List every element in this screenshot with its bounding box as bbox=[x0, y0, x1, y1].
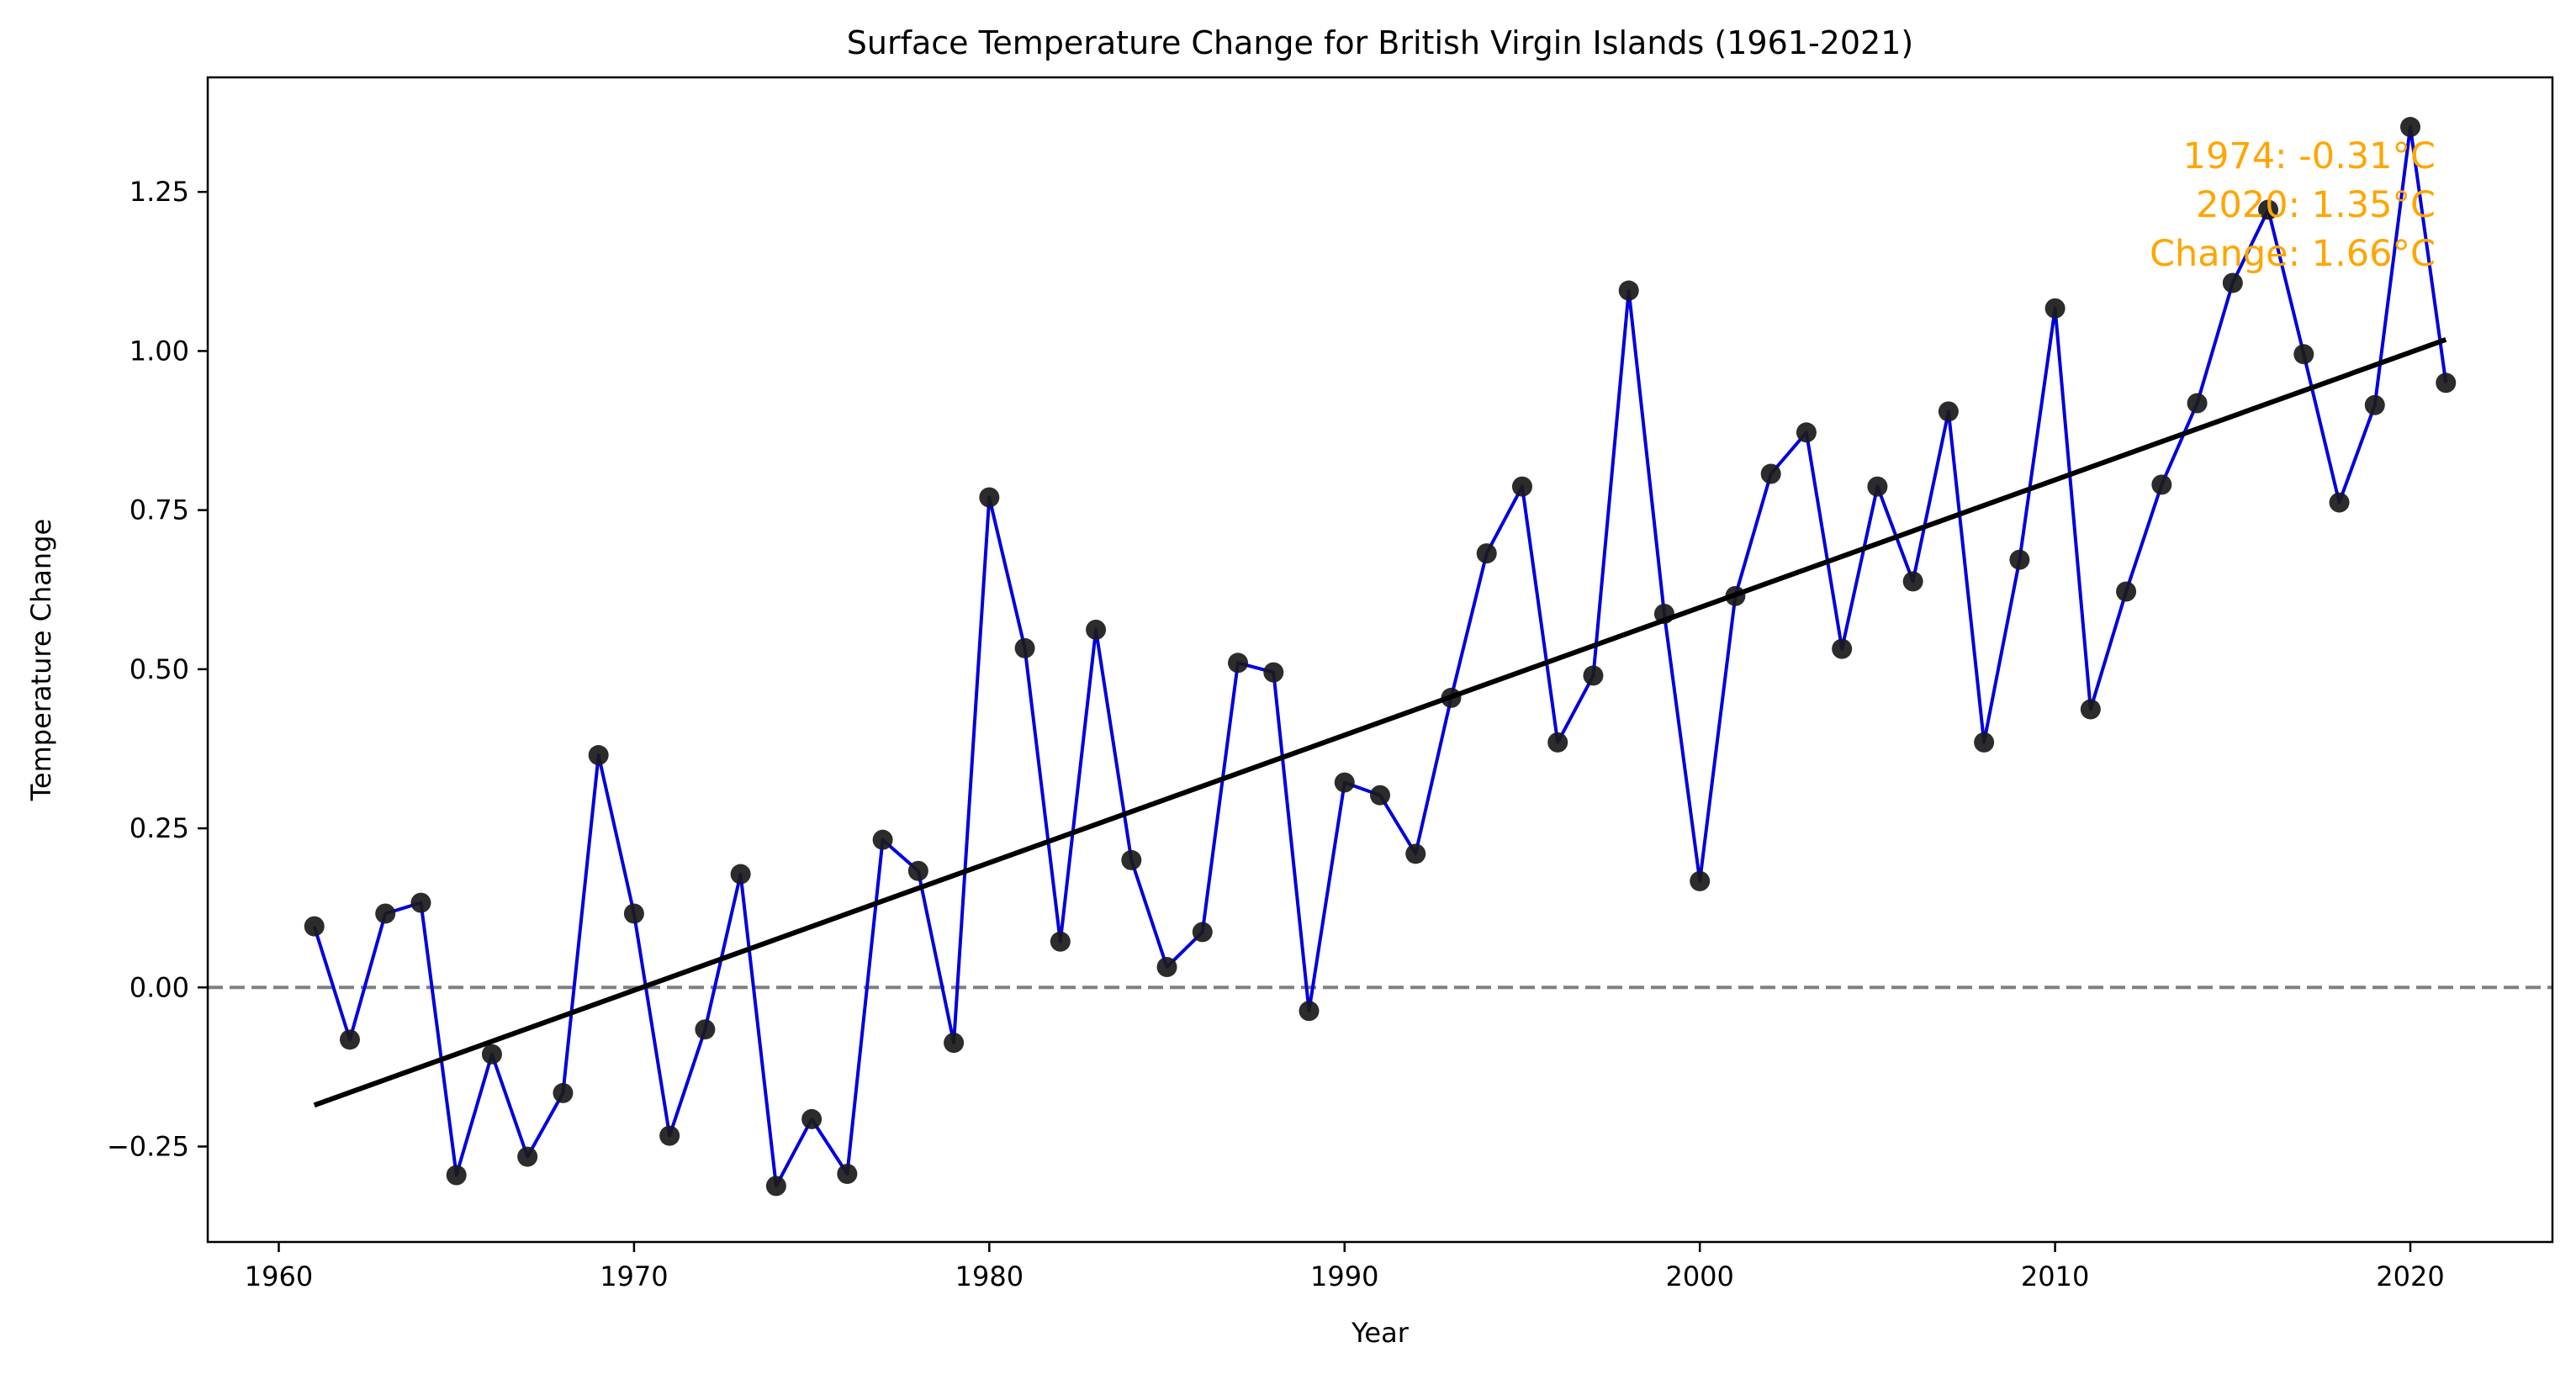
data-point-1975 bbox=[801, 1108, 823, 1129]
data-point-2010 bbox=[2044, 298, 2066, 319]
data-point-1973 bbox=[730, 864, 751, 885]
data-point-2014 bbox=[2187, 393, 2208, 414]
data-point-1996 bbox=[1547, 732, 1568, 753]
data-point-2006 bbox=[1902, 571, 1923, 592]
axes: 1960 1970 1980 1990 2000 2010 2020 −0.25 0.00 0.2… bbox=[107, 76, 2554, 1292]
change-annotation: 1974: -0.31°C 2020: 1.35°C Change: 1.66°C bbox=[2150, 135, 2436, 275]
y-tick-label: 0.25 bbox=[130, 812, 189, 844]
data-point-2011 bbox=[2080, 699, 2101, 720]
data-point-1979 bbox=[944, 1033, 965, 1054]
data-point-1972 bbox=[695, 1019, 716, 1040]
data-point-1997 bbox=[1583, 665, 1604, 686]
data-point-1998 bbox=[1618, 280, 1639, 301]
data-point-1991 bbox=[1370, 785, 1390, 806]
data-point-1982 bbox=[1050, 931, 1071, 952]
data-point-1983 bbox=[1086, 619, 1107, 640]
data-point-1994 bbox=[1476, 543, 1497, 564]
data-point-1986 bbox=[1192, 922, 1213, 943]
y-tick-label: 1.25 bbox=[130, 176, 189, 208]
data-point-1965 bbox=[446, 1165, 467, 1186]
y-axis-label: Temperature Change bbox=[25, 519, 57, 801]
data-point-1980 bbox=[979, 487, 1000, 508]
data-point-1984 bbox=[1121, 849, 1142, 870]
data-point-1964 bbox=[410, 892, 431, 913]
x-tick-label: 2010 bbox=[2021, 1260, 2089, 1292]
data-point-2015 bbox=[2222, 272, 2243, 293]
data-point-1981 bbox=[1014, 637, 1035, 658]
axes-frame bbox=[206, 76, 2554, 1244]
x-tick-label: 1960 bbox=[245, 1260, 313, 1292]
annotation-line: Change: 1.66°C bbox=[2150, 233, 2436, 275]
data-point-2002 bbox=[1760, 463, 1781, 484]
data-point-2017 bbox=[2293, 344, 2314, 365]
data-point-2021 bbox=[2436, 373, 2457, 394]
data-point-2005 bbox=[1867, 476, 1888, 497]
data-point-1968 bbox=[553, 1082, 574, 1103]
data-point-1985 bbox=[1156, 957, 1177, 978]
plot-area bbox=[208, 117, 2552, 1197]
data-point-2007 bbox=[1938, 401, 1959, 422]
data-point-1962 bbox=[339, 1029, 360, 1050]
x-tick-label: 2020 bbox=[2376, 1260, 2444, 1292]
data-point-1967 bbox=[517, 1146, 538, 1167]
data-point-2013 bbox=[2151, 474, 2172, 495]
data-point-1978 bbox=[907, 860, 928, 881]
x-tick-label: 1980 bbox=[955, 1260, 1024, 1292]
data-point-2016 bbox=[2258, 199, 2279, 220]
data-point-1989 bbox=[1299, 1001, 1320, 1022]
data-point-2009 bbox=[2009, 549, 2030, 570]
data-point-1992 bbox=[1405, 843, 1426, 864]
y-tick-label: 0.75 bbox=[130, 494, 189, 526]
data-point-1966 bbox=[481, 1044, 502, 1065]
x-tick-label: 2000 bbox=[1665, 1260, 1733, 1292]
y-tick-label: 0.00 bbox=[130, 971, 189, 1003]
data-point-1987 bbox=[1228, 653, 1249, 674]
data-point-2000 bbox=[1690, 870, 1711, 891]
data-point-1963 bbox=[375, 903, 396, 924]
data-point-2020 bbox=[2400, 117, 2421, 138]
data-point-2019 bbox=[2364, 394, 2385, 415]
data-point-2003 bbox=[1796, 422, 1817, 443]
data-point-1970 bbox=[623, 903, 644, 924]
x-tick-label: 1990 bbox=[1310, 1260, 1378, 1292]
data-point-1976 bbox=[837, 1164, 858, 1185]
data-point-1988 bbox=[1263, 662, 1284, 683]
data-point-1961 bbox=[304, 916, 325, 937]
data-point-2018 bbox=[2329, 492, 2350, 513]
data-point-2012 bbox=[2116, 581, 2137, 602]
data-point-1995 bbox=[1511, 476, 1532, 497]
chart-title: Surface Temperature Change for British V… bbox=[847, 24, 1913, 61]
data-point-1974 bbox=[765, 1176, 786, 1197]
data-point-2008 bbox=[1974, 732, 1995, 753]
y-tick-label: −0.25 bbox=[107, 1130, 189, 1162]
y-tick-label: 0.50 bbox=[130, 653, 189, 685]
y-tick-label: 1.00 bbox=[130, 335, 189, 367]
annotation-line: 1974: -0.31°C bbox=[2183, 135, 2436, 177]
data-point-1969 bbox=[588, 745, 609, 766]
data-point-2004 bbox=[1832, 638, 1853, 659]
annotation-line: 2020: 1.35°C bbox=[2196, 184, 2436, 226]
x-axis-label: Year bbox=[1351, 1317, 1410, 1349]
trend-line bbox=[313, 336, 2447, 1108]
x-tick-label: 1970 bbox=[600, 1260, 668, 1292]
data-point-1977 bbox=[872, 829, 893, 850]
data-point-1971 bbox=[659, 1125, 680, 1146]
data-point-1990 bbox=[1334, 772, 1355, 793]
